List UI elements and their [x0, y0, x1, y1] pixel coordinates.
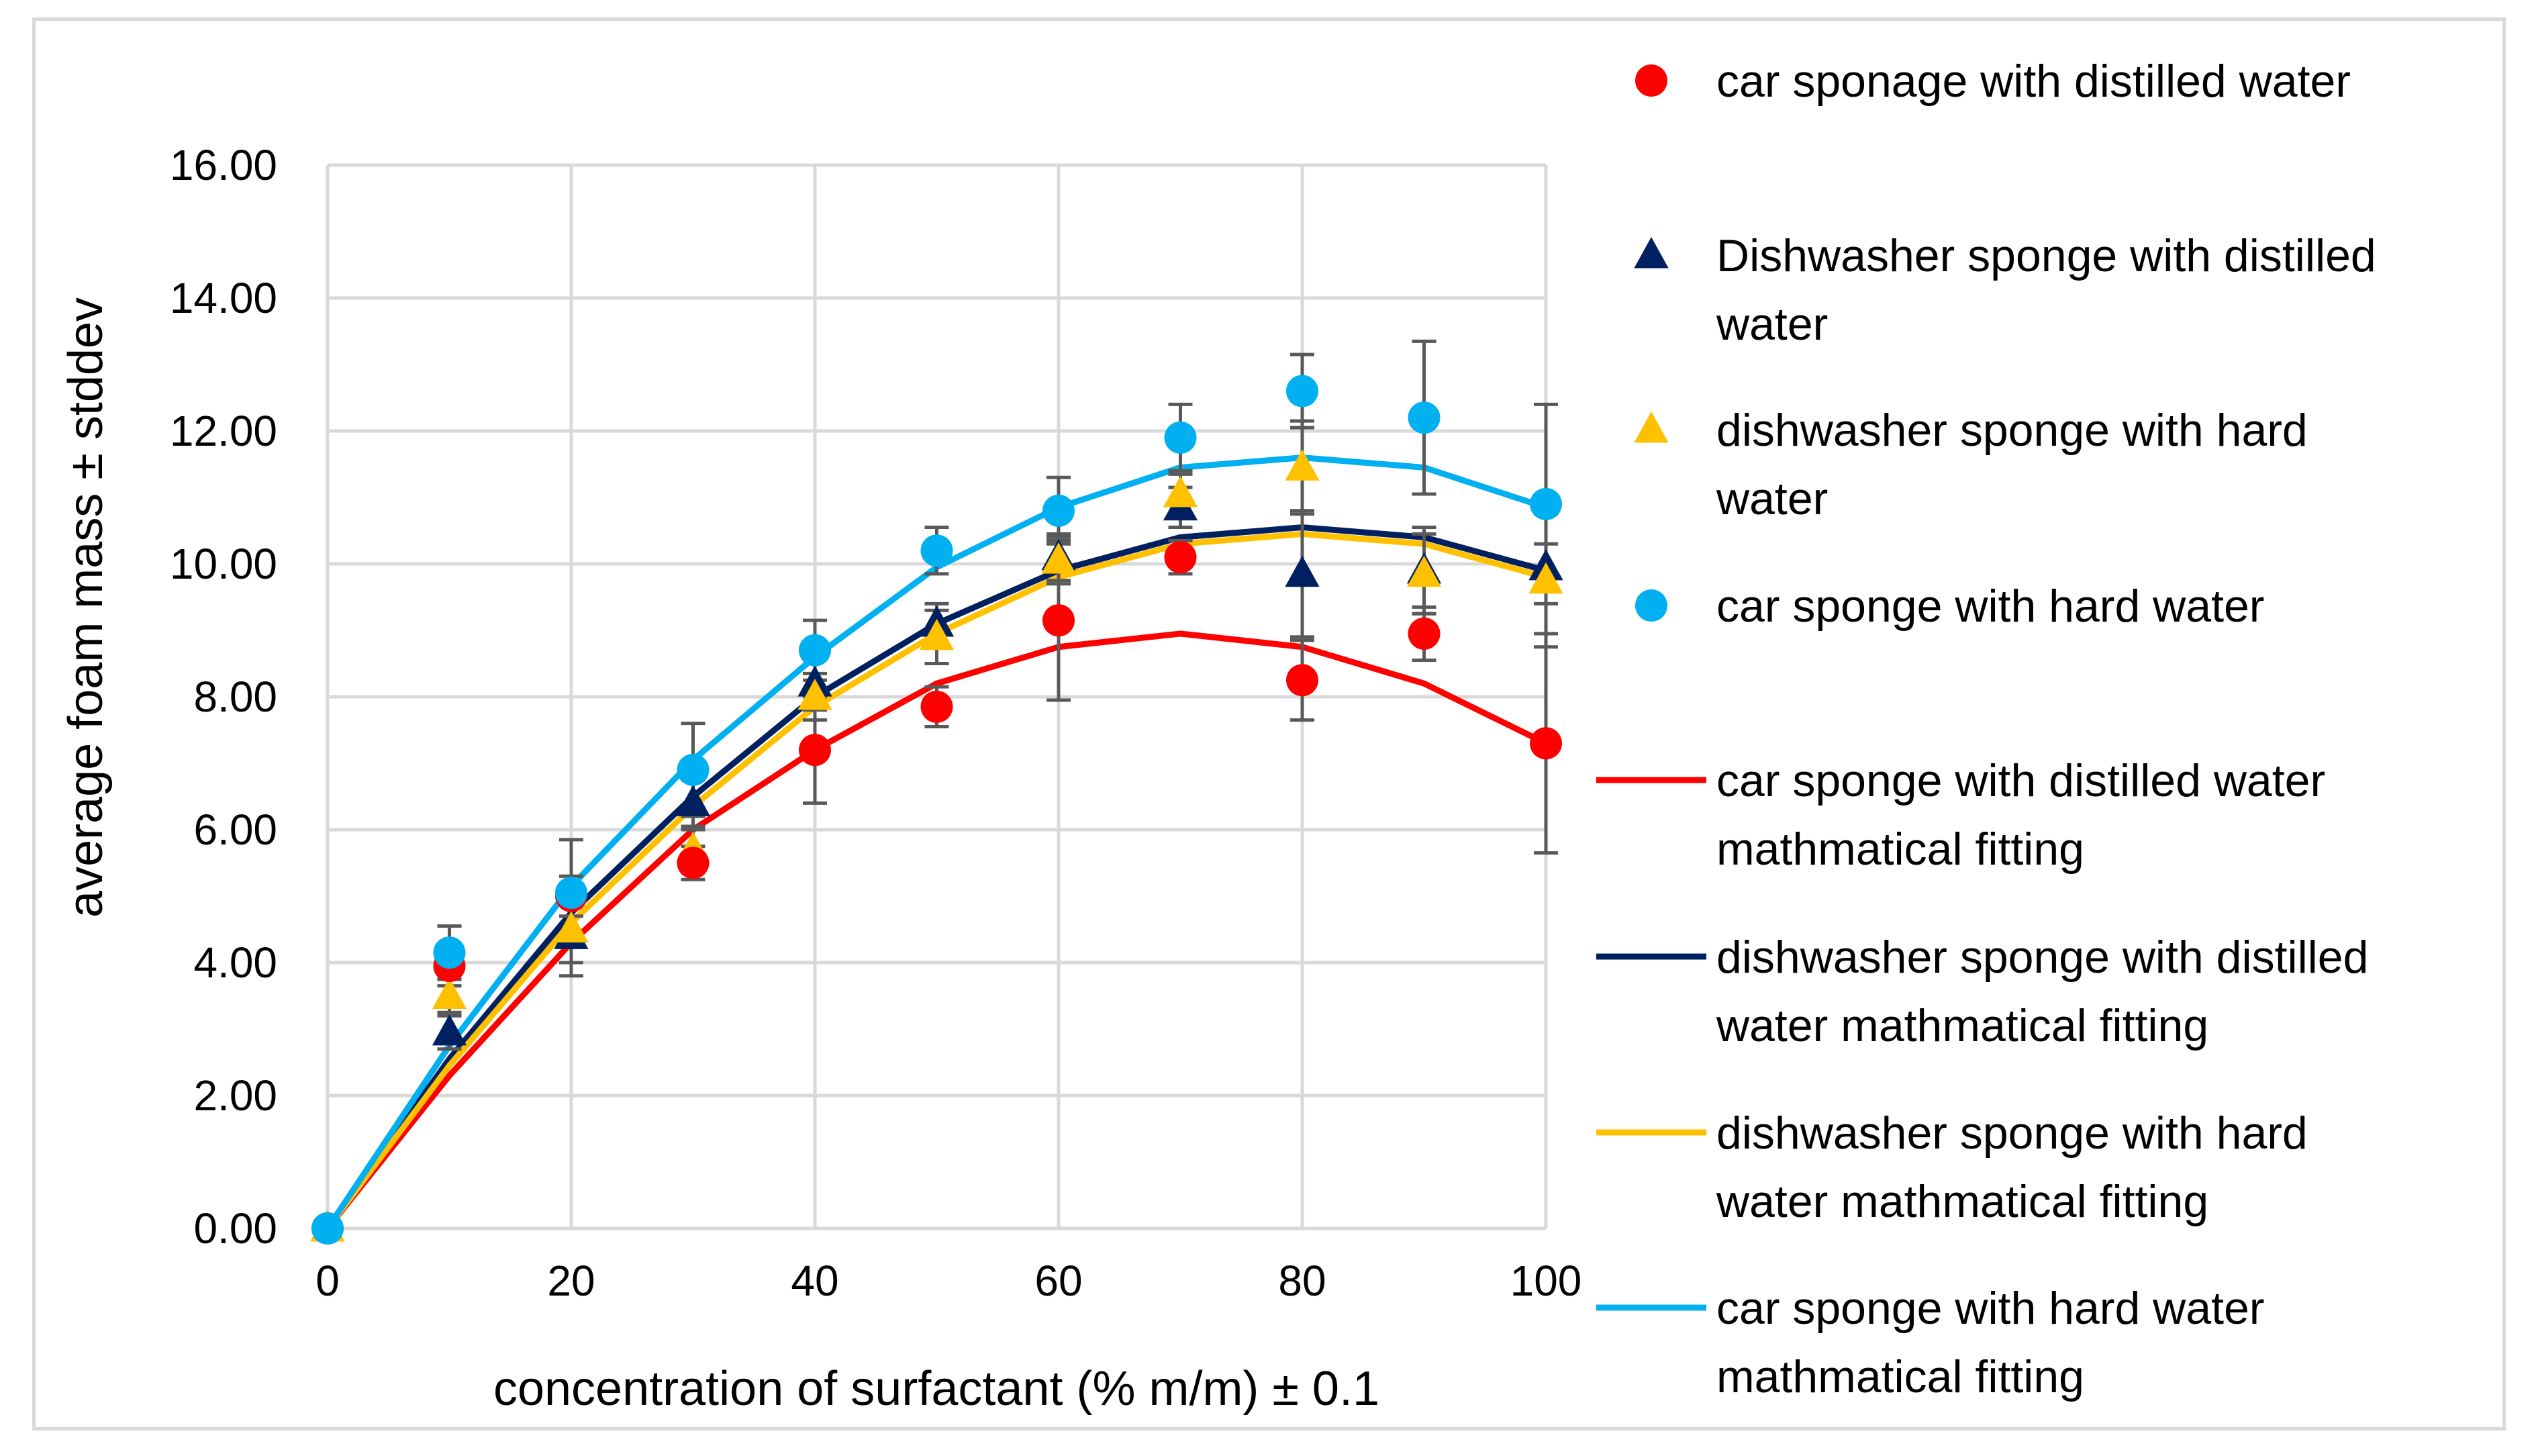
- legend-item: Dishwasher sponge with distilled water: [1634, 230, 2376, 350]
- legend-item: car sponge with hard water: [1635, 581, 2264, 632]
- y-axis-title: average foam mass ± stddev: [59, 297, 113, 918]
- legend-label: Dishwasher sponge with distilled: [1716, 230, 2376, 281]
- data-point: [1164, 541, 1197, 574]
- data-point: [432, 977, 467, 1009]
- data-point: [799, 734, 831, 767]
- legend-item: car sponage with distilled water: [1635, 56, 2351, 107]
- y-tick-label: 2.00: [193, 1071, 277, 1120]
- x-tick-label: 60: [1034, 1257, 1082, 1305]
- data-point: [311, 1212, 344, 1245]
- legend-label: dishwasher sponge with hard: [1716, 1108, 2308, 1159]
- legend-symbol: [1635, 64, 1667, 97]
- data-point: [797, 679, 832, 710]
- y-tick-label: 16.00: [170, 141, 277, 189]
- data-point: [1408, 617, 1441, 650]
- y-tick-label: 6.00: [193, 806, 277, 854]
- y-tick-label: 14.00: [170, 274, 277, 322]
- data-point: [1530, 487, 1562, 520]
- x-tick-label: 0: [315, 1257, 340, 1305]
- data-point: [1286, 664, 1318, 697]
- data-point: [677, 753, 710, 786]
- data-point: [554, 911, 589, 942]
- data-point: [1530, 727, 1562, 760]
- legend-label: dishwasher sponge with hard: [1716, 405, 2308, 456]
- legend-label: car sponage with distilled water: [1716, 56, 2351, 107]
- data-point: [432, 1014, 467, 1046]
- data-point: [1042, 494, 1075, 527]
- y-tick-label: 0.00: [193, 1204, 277, 1253]
- legend-symbol: [1635, 589, 1667, 622]
- legend-symbol: [1634, 237, 1669, 269]
- x-tick-label: 20: [547, 1257, 595, 1305]
- data-point: [1163, 476, 1198, 507]
- data-point: [920, 534, 953, 567]
- x-tick-label: 100: [1510, 1257, 1582, 1305]
- data-point: [1164, 421, 1197, 454]
- legend-label: water: [1716, 299, 1828, 350]
- data-point: [1406, 555, 1442, 587]
- data-point: [919, 618, 955, 650]
- data-point: [555, 877, 587, 910]
- data-point: [920, 690, 953, 723]
- data-point: [675, 785, 711, 816]
- y-tick-label: 10.00: [170, 540, 277, 588]
- data-markers: [310, 375, 1563, 1245]
- legend-item: dishwasher sponge with distilled water ma…: [1596, 932, 2368, 1051]
- data-point: [1408, 401, 1441, 434]
- legend-item: dishwasher sponge with hard water: [1634, 405, 2308, 524]
- data-point: [799, 634, 831, 667]
- legend-label: car sponge with hard water: [1716, 1283, 2264, 1334]
- legend-label: dishwasher sponge with distilled: [1716, 932, 2368, 983]
- legend-label: car sponge with hard water: [1716, 581, 2264, 632]
- data-point: [1285, 555, 1320, 587]
- data-point: [1286, 375, 1318, 407]
- y-tick-label: 8.00: [193, 673, 277, 721]
- x-tick-label: 40: [791, 1257, 838, 1305]
- legend-label: water: [1716, 473, 1828, 524]
- data-point: [677, 846, 710, 879]
- data-point: [1041, 542, 1076, 574]
- legend-label: car sponge with distilled water: [1716, 755, 2325, 806]
- x-tick-label: 80: [1278, 1257, 1326, 1305]
- legend-label: mathmatical fitting: [1716, 824, 2084, 875]
- legend: car sponage with distilled water Dishwash…: [1596, 56, 2376, 1402]
- legend-label: mathmatical fitting: [1716, 1351, 2084, 1402]
- data-point: [1042, 604, 1075, 637]
- data-point: [433, 936, 466, 969]
- legend-item: car sponge with distilled water mathmatic…: [1596, 755, 2325, 875]
- legend-label: water mathmatical fitting: [1716, 1000, 2208, 1051]
- x-axis-title: concentration of surfactant (% m/m) ± 0.…: [493, 1362, 1379, 1416]
- chart-frame: [32, 17, 2506, 1430]
- data-point: [1528, 562, 1563, 594]
- fit-line: [324, 630, 1549, 1232]
- legend-symbol: [1634, 411, 1669, 443]
- legend-item: dishwasher sponge with hard water mathmat…: [1596, 1108, 2308, 1227]
- data-point: [1285, 449, 1320, 481]
- tick-labels: 0 20 40 60 80 100 0.00 2.00 4.00 6.00 8.00 10.00 12.…: [170, 141, 1582, 1305]
- y-tick-label: 4.00: [193, 938, 277, 987]
- legend-label: water mathmatical fitting: [1716, 1176, 2208, 1227]
- y-tick-label: 12.00: [170, 407, 277, 455]
- legend-item: car sponge with hard water mathmatical fi…: [1596, 1283, 2264, 1402]
